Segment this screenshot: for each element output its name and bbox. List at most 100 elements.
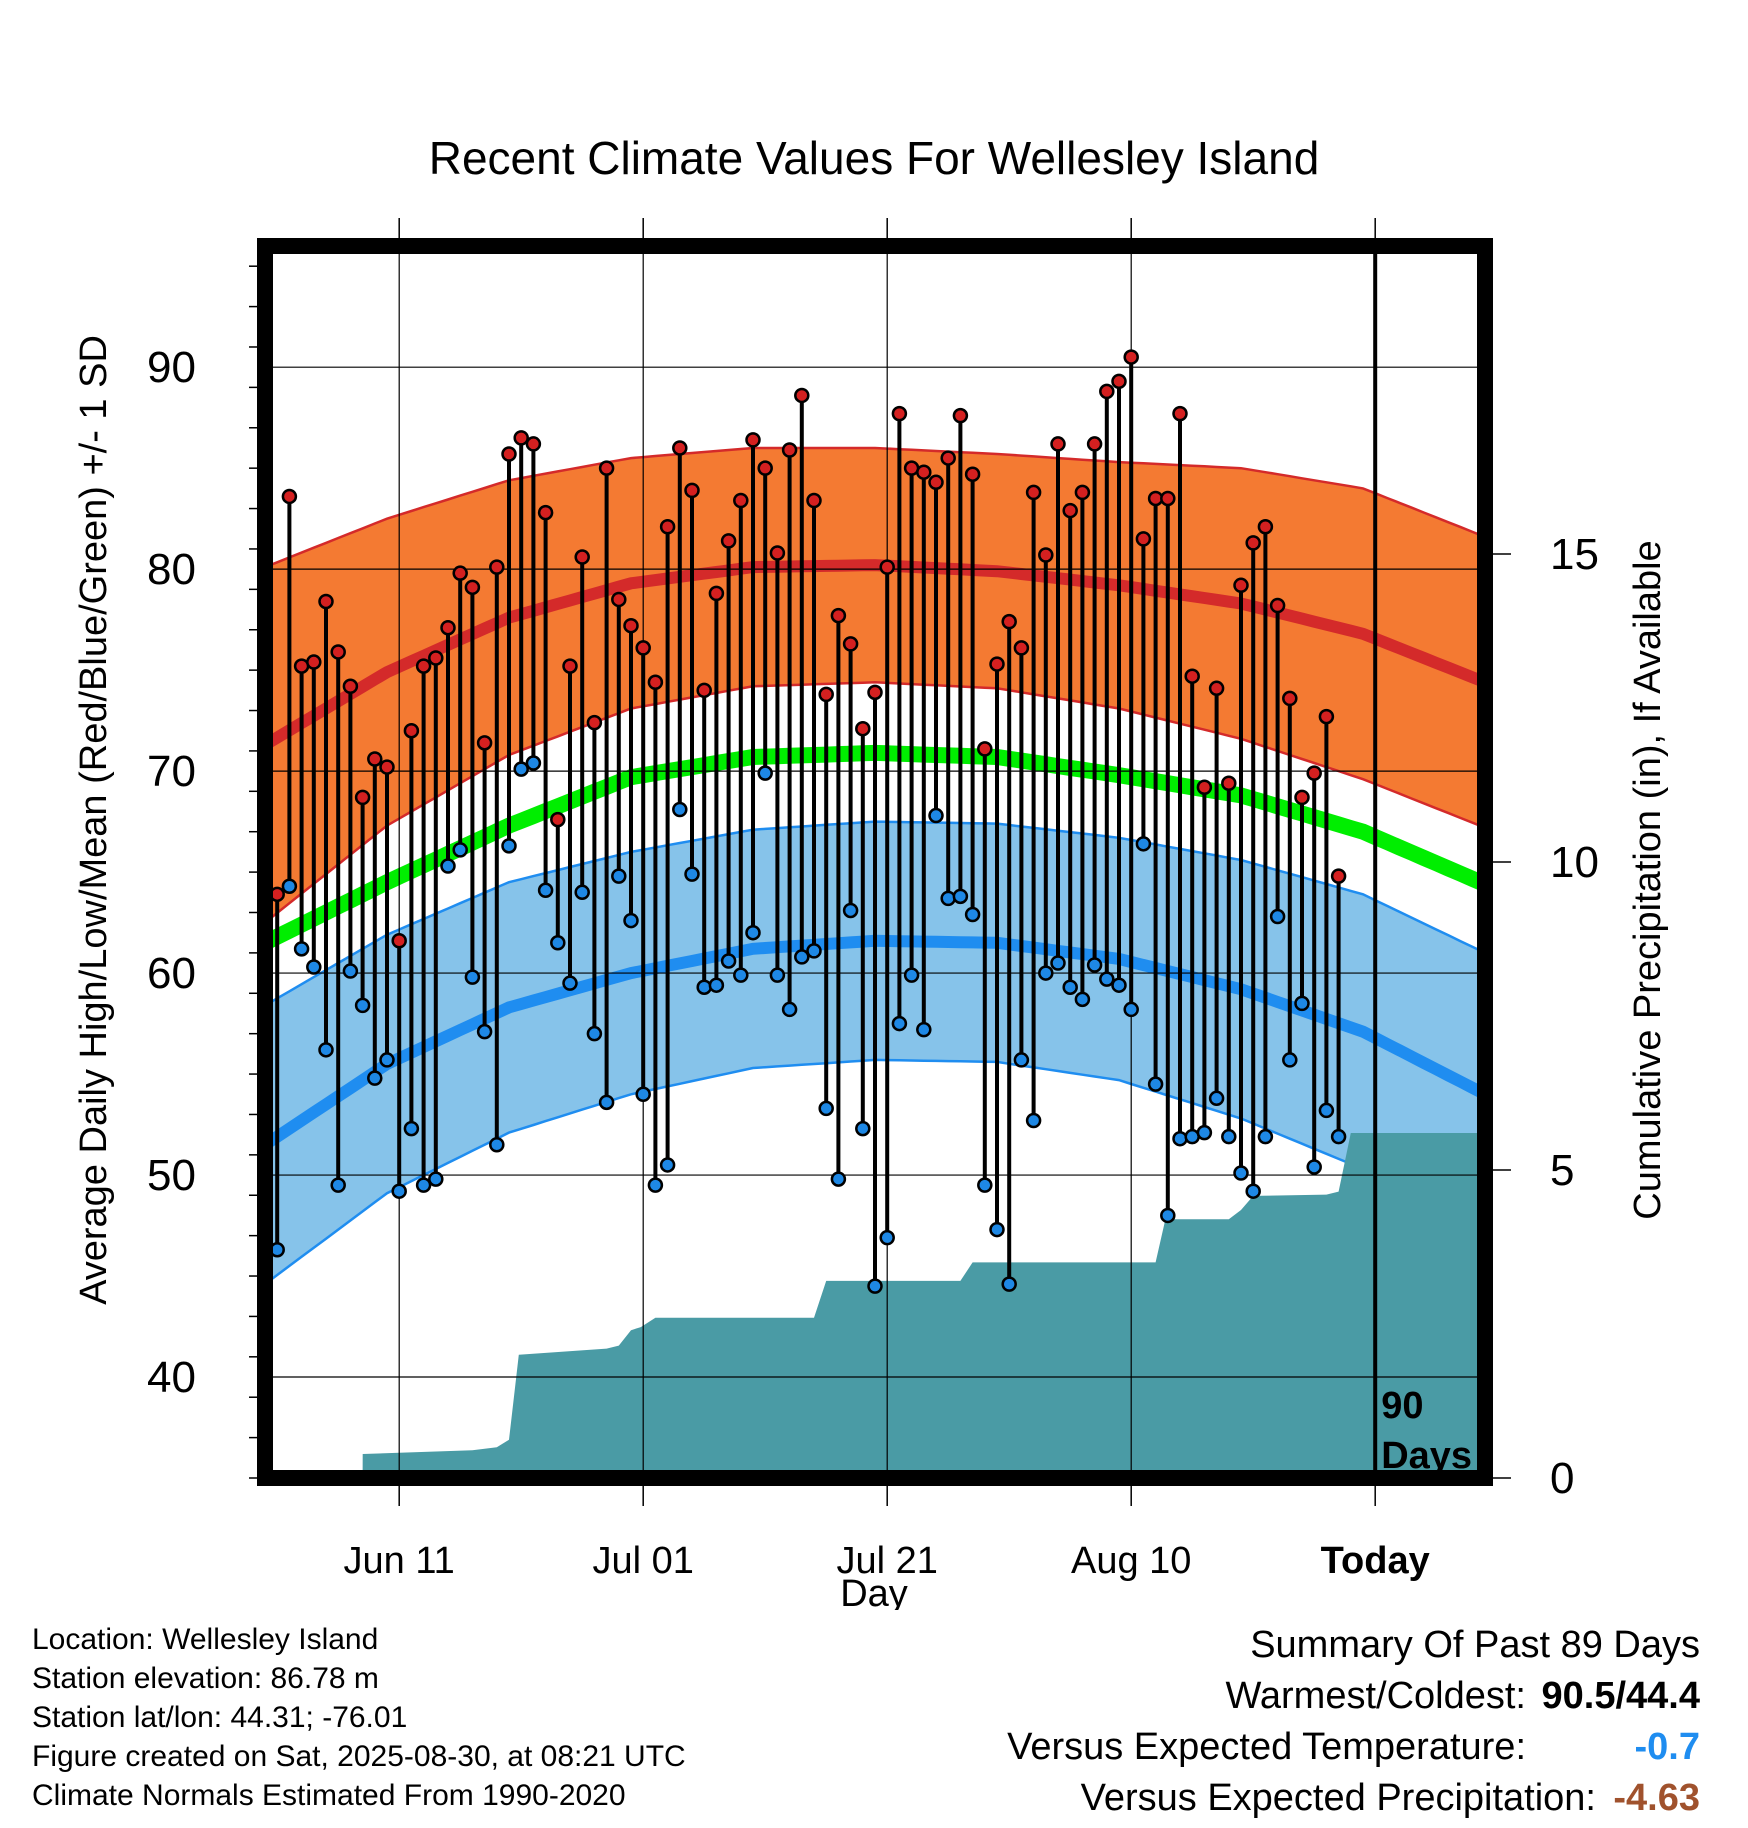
daily-low-point xyxy=(1172,1130,1188,1147)
daily-high-point xyxy=(1123,349,1139,365)
daily-low-point xyxy=(842,902,859,919)
daily-low-point xyxy=(379,1052,395,1068)
daily-high-point xyxy=(708,585,725,602)
daily-high-point xyxy=(330,644,346,660)
daily-high-point xyxy=(757,460,773,476)
station-info: Location: Wellesley Island Station eleva… xyxy=(32,1620,686,1815)
daily-low-point xyxy=(940,890,956,907)
daily-low-point xyxy=(318,1042,334,1058)
daily-high-point xyxy=(537,504,554,521)
daily-high-point xyxy=(1074,484,1091,501)
daily-low-point xyxy=(903,967,920,983)
daily-high-point xyxy=(1208,680,1225,697)
daily-high-point xyxy=(1245,535,1261,551)
daily-low-point xyxy=(1147,1076,1164,1092)
daily-high-point xyxy=(513,430,529,446)
daily-high-point xyxy=(1038,547,1054,563)
daily-low-point xyxy=(891,1015,908,1032)
daily-high-point xyxy=(1111,373,1127,390)
daily-high-point xyxy=(1184,668,1200,684)
warm-cold-row: Warmest/Coldest: 90.5/44.4 xyxy=(1007,1671,1700,1722)
daily-low-point xyxy=(1025,1112,1042,1129)
daily-low-point xyxy=(598,1094,615,1111)
daily-high-point xyxy=(672,440,688,456)
y-tick-label: 90 xyxy=(147,343,196,392)
daily-low-point xyxy=(1160,1207,1176,1224)
daily-high-point xyxy=(928,474,944,491)
daily-low-point xyxy=(659,1157,676,1173)
daily-low-point xyxy=(562,975,578,991)
daily-low-point xyxy=(696,979,712,995)
daily-low-point xyxy=(830,1171,847,1187)
daily-low-point xyxy=(623,912,639,929)
daily-high-point xyxy=(550,811,566,828)
daily-high-point xyxy=(1269,597,1286,614)
latlon-text: Station lat/lon: 44.31; -76.01 xyxy=(32,1701,408,1734)
daily-high-point xyxy=(318,593,334,610)
daily-low-point xyxy=(1062,979,1078,995)
daily-high-point xyxy=(635,640,651,656)
daily-low-point xyxy=(928,807,944,824)
daily-low-point xyxy=(501,838,517,854)
daily-high-point xyxy=(1294,789,1310,806)
precip-row: Versus Expected Precipitation: -4.63 xyxy=(1007,1773,1700,1824)
x-tick-label: Jul 01 xyxy=(592,1540,693,1582)
x-tick-label: Jul 21 xyxy=(836,1540,937,1582)
normals-text: Climate Normals Estimated From 1990-2020 xyxy=(32,1779,626,1812)
daily-high-point xyxy=(659,518,676,535)
daily-high-point xyxy=(1233,577,1249,594)
daily-high-point xyxy=(598,460,615,476)
daily-low-point xyxy=(733,967,749,983)
daily-low-point xyxy=(794,949,810,965)
climate-chart: Recent Climate Values For Wellesley Isla… xyxy=(73,132,1669,1610)
daily-high-point xyxy=(1160,490,1176,507)
daily-high-point xyxy=(354,789,371,806)
daily-high-point xyxy=(733,492,749,509)
daily-high-point xyxy=(794,387,810,404)
daily-low-point xyxy=(818,1100,834,1117)
daily-low-point xyxy=(354,997,371,1014)
daily-high-point xyxy=(428,650,444,666)
temp-value: -0.7 xyxy=(1634,1726,1700,1768)
y-axis-label: Average Daily High/Low/Mean (Red/Blue/Gr… xyxy=(73,335,115,1305)
daily-low-point xyxy=(879,1229,895,1246)
daily-high-point xyxy=(391,933,407,949)
y2-tick-label: 15 xyxy=(1550,530,1599,579)
daily-low-point xyxy=(1257,1128,1274,1145)
y2-tick-label: 0 xyxy=(1550,1454,1574,1503)
daily-high-point xyxy=(342,678,359,695)
daily-low-point xyxy=(977,1177,993,1193)
daily-low-point xyxy=(672,801,688,818)
daily-low-point xyxy=(281,878,298,894)
daily-low-point xyxy=(1294,995,1310,1012)
daily-high-point xyxy=(415,658,432,674)
daily-high-point xyxy=(1306,765,1322,781)
summary-panel: Summary Of Past 89 Days Warmest/Coldest:… xyxy=(1007,1620,1700,1824)
chart-marks xyxy=(257,349,1347,1294)
daily-low-point xyxy=(720,953,737,969)
daily-low-point xyxy=(867,1278,883,1294)
plot-frame xyxy=(257,238,1493,1486)
daily-low-point xyxy=(1074,991,1091,1008)
warm-cold-value: 90.5/44.4 xyxy=(1541,1675,1700,1717)
daily-high-point xyxy=(403,722,420,739)
daily-high-point xyxy=(476,735,493,751)
daily-high-point xyxy=(1086,436,1103,452)
daily-high-point xyxy=(379,759,395,775)
daily-low-point xyxy=(1233,1165,1249,1181)
daily-low-point xyxy=(391,1183,407,1199)
daily-high-point xyxy=(1318,708,1335,725)
daily-low-point xyxy=(757,765,773,781)
daily-high-point xyxy=(489,559,505,575)
daily-low-point xyxy=(1330,1128,1347,1145)
daily-high-point xyxy=(574,549,590,565)
daily-low-point xyxy=(306,959,322,975)
daily-high-point xyxy=(977,741,993,757)
daily-high-point xyxy=(720,533,737,549)
daily-low-point xyxy=(952,888,969,905)
daily-low-point xyxy=(708,977,725,993)
temp-row: Versus Expected Temperature: -0.7 xyxy=(1007,1722,1700,1773)
daily-high-point xyxy=(1257,518,1274,535)
daily-high-point xyxy=(306,654,322,670)
daily-low-point xyxy=(1196,1124,1213,1141)
